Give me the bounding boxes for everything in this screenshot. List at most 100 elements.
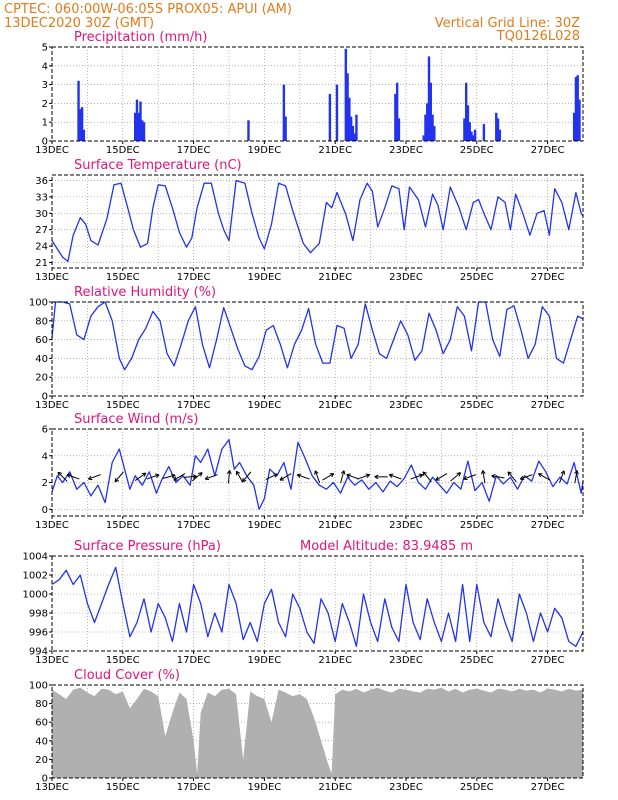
x-tick-label: 17DEC (177, 272, 211, 283)
wind-vector-arrow (191, 472, 203, 482)
wind-vector-head (314, 470, 316, 475)
wind-vector-arrow (507, 471, 517, 483)
wind-vector-shaft (559, 470, 565, 484)
x-tick-label: 23DEC (389, 272, 423, 283)
x-tick-label: 21DEC (318, 145, 352, 156)
wind-vector-head (173, 476, 177, 481)
wind-vector-head (520, 478, 525, 481)
precip-bar (397, 118, 401, 141)
x-tick-label: 25DEC (460, 655, 494, 666)
y-tick-label: 3 (42, 80, 48, 91)
wind-vector-head (419, 474, 424, 478)
wind-vector-shaft (66, 474, 80, 480)
wind-vector-arrow (340, 470, 346, 484)
wind-vector-shaft (265, 473, 278, 481)
wind-vector-arrow (463, 474, 476, 481)
wind-vector-head (143, 472, 147, 477)
x-tick-label: 17DEC (177, 655, 211, 666)
precip-bar (335, 84, 339, 141)
y-tick-label: 0 (42, 505, 48, 516)
wind-vector-arrow (435, 473, 448, 481)
x-tick-label: 27DEC (531, 400, 565, 411)
x-tick-label: 23DEC (389, 655, 423, 666)
x-tick-label: 19DEC (248, 400, 282, 411)
y-tick-label: 1002 (23, 571, 48, 582)
wind-vector-arrow (322, 473, 335, 481)
wind-vector-shaft (450, 472, 461, 482)
wind-vector-head (331, 473, 335, 478)
wind-vector-head (66, 474, 71, 478)
wind-vector-head (418, 473, 423, 476)
precip-bar (470, 131, 473, 141)
wind-vector-head (114, 477, 117, 482)
wind-vector-head (57, 472, 60, 477)
wind-vector-shaft (146, 474, 160, 480)
panel-frame (51, 555, 584, 652)
wind-line (51, 439, 584, 510)
header-vertical-grid: Vertical Grid Line: 30Z (435, 16, 580, 31)
y-tick-label: 24 (35, 242, 48, 253)
x-tick-label: 27DEC (531, 655, 565, 666)
wind-vector-arrow (296, 473, 310, 480)
panel-wind: 0 2 4 6 13DEC 15DEC 17DEC 19DEC 21DEC 23DEC 25DEC 2… (35, 412, 584, 531)
y-tick-label: 2 (42, 99, 48, 110)
precip-bar (79, 109, 82, 141)
wind-vector-arrow (450, 472, 462, 482)
x-tick-label: 27DEC (531, 520, 565, 531)
y-tick-label: 998 (29, 609, 48, 620)
precip-bar (498, 129, 502, 141)
wind-vector-head (242, 477, 244, 482)
wind-vector-head (456, 472, 461, 474)
wind-vector-head (226, 470, 230, 474)
y-tick-label: 21 (35, 258, 48, 269)
precip-bar (427, 56, 431, 141)
precip-bar (328, 94, 332, 141)
y-tick-label: 100 (29, 298, 48, 309)
wind-vector-head (171, 473, 176, 476)
precip-bar (137, 112, 140, 141)
header-code: TQ0126L028 (496, 29, 580, 44)
wind-vector-arrow (422, 471, 432, 483)
wind-vector-shaft (346, 474, 360, 480)
wind-vector-head (88, 478, 93, 481)
y-tick-label: 994 (29, 647, 48, 658)
wind-vector-shaft (173, 473, 186, 481)
wind-vector-arrow (519, 474, 533, 481)
wind-vector-head (204, 475, 209, 480)
wind-vector-head (463, 478, 468, 481)
x-tick-label: 27DEC (531, 272, 565, 283)
x-tick-label: 25DEC (460, 272, 494, 283)
x-tick-label: 15DEC (106, 655, 140, 666)
wind-vector-arrow (410, 473, 424, 480)
precip-bar (433, 125, 436, 141)
temp-line (51, 179, 584, 263)
panel-title: Precipitation (mm/h) (74, 30, 207, 45)
y-tick-label: 4 (42, 61, 48, 72)
precip-bar (348, 97, 351, 141)
y-tick-label: 5 (42, 43, 48, 54)
x-tick-label: 15DEC (106, 145, 140, 156)
x-tick-label: 19DEC (248, 145, 282, 156)
y-tick-label: 1004 (23, 552, 48, 563)
x-tick-label: 17DEC (177, 145, 211, 156)
precip-bar (473, 129, 477, 141)
y-tick-label: 100 (29, 681, 48, 692)
precip-bar (495, 112, 498, 141)
wind-vector-arrow (173, 473, 186, 481)
precip-bar (422, 135, 425, 141)
y-tick-label: 1000 (23, 590, 48, 601)
wind-vector-head (576, 470, 579, 475)
wind-vector-arrow (559, 470, 566, 484)
y-tick-label: 0 (42, 137, 48, 148)
wind-vector-shaft (57, 471, 68, 482)
wind-vector-shaft (389, 474, 402, 480)
x-tick-label: 17DEC (177, 400, 211, 411)
precip-bar (466, 105, 470, 141)
y-tick-label: 27 (35, 225, 48, 236)
wind-vector-shaft (114, 471, 124, 483)
x-tick-label: 27DEC (531, 782, 565, 793)
panel-temp: 21 24 27 30 33 36 13DEC 15DEC 17DEC 19DEC 21DEC 23D… (35, 158, 584, 283)
x-tick-label: 25DEC (460, 520, 494, 531)
wind-vector-head (198, 472, 203, 474)
x-tick-label: 21DEC (318, 400, 352, 411)
